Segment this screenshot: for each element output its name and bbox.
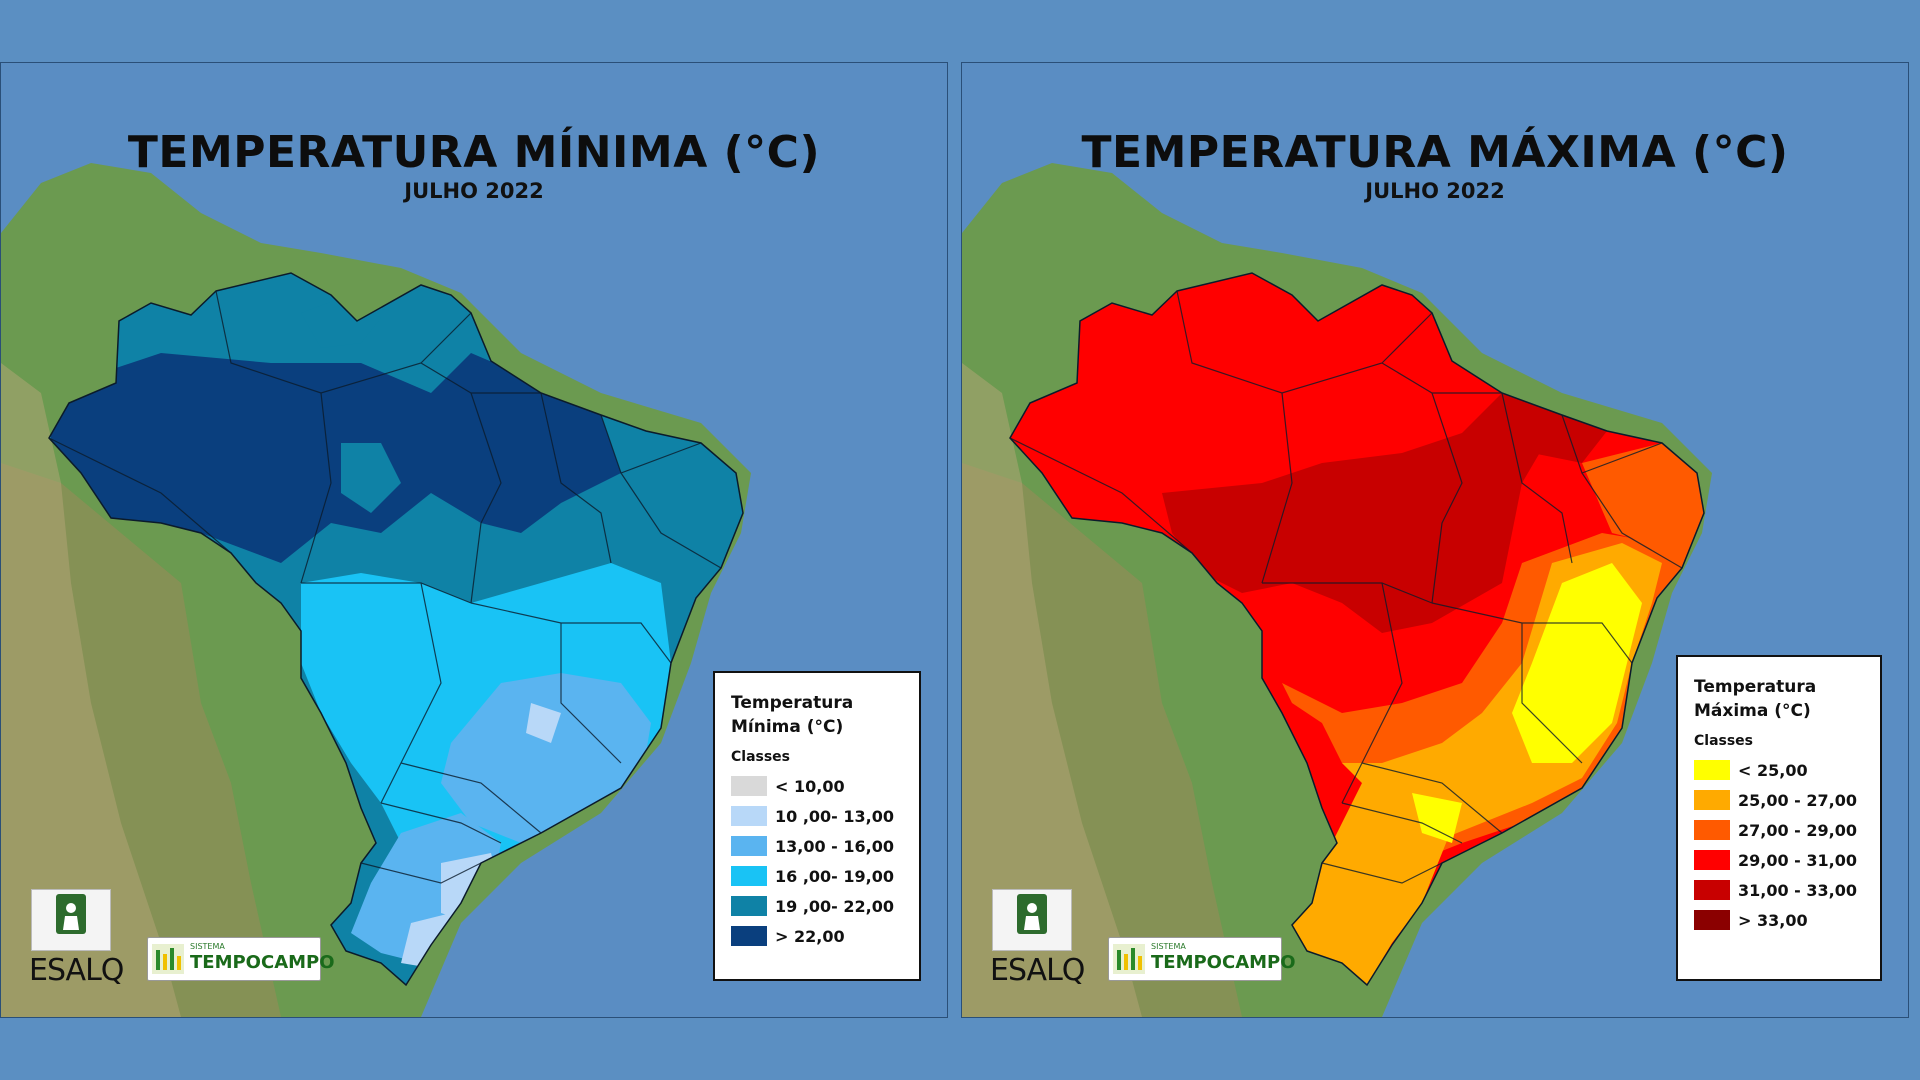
- tempocampo-logo: SISTEMA TEMPOCAMPO: [147, 937, 335, 981]
- tempocampo-icon: [1113, 944, 1145, 974]
- legend-swatch: [731, 806, 767, 826]
- legend-label: 19 ,00- 22,00: [775, 896, 894, 916]
- legend-title-line2: Mínima (°C): [731, 717, 844, 737]
- legend-swatch: [731, 896, 767, 916]
- legend-title-line1: Temperatura: [1694, 677, 1817, 697]
- legend-label: 10 ,00- 13,00: [775, 806, 894, 826]
- map-panel-maximum: TEMPERATURA MÁXIMA (°C) JULHO 2022 Tempe…: [961, 62, 1909, 1018]
- legend-label: 25,00 - 27,00: [1738, 790, 1857, 810]
- tempocampo-icon: [152, 944, 184, 974]
- legend-title: Temperatura Mínima (°C): [731, 691, 903, 739]
- legend-label: 29,00 - 31,00: [1738, 850, 1857, 870]
- legend-label: > 33,00: [1738, 910, 1808, 930]
- legend-label: < 10,00: [775, 776, 845, 796]
- legend-label: < 25,00: [1738, 760, 1808, 780]
- legend-swatch: [1694, 910, 1730, 930]
- legend-swatch: [1694, 790, 1730, 810]
- shield-icon: [31, 889, 111, 951]
- legend-item: > 22,00: [731, 921, 903, 951]
- legend-item: < 25,00: [1694, 755, 1864, 785]
- legend-item: < 10,00: [731, 771, 903, 801]
- legend-swatch: [731, 776, 767, 796]
- tempocampo-big-text: TEMPOCAMPO: [190, 952, 335, 973]
- esalq-logo: ESALQ: [990, 889, 1085, 993]
- map-subtitle: JULHO 2022: [404, 179, 544, 203]
- legend-item: 10 ,00- 13,00: [731, 801, 903, 831]
- legend-swatch: [1694, 820, 1730, 840]
- legend-item: > 33,00: [1694, 905, 1864, 935]
- map-subtitle: JULHO 2022: [1365, 179, 1505, 203]
- legend-title-line2: Máxima (°C): [1694, 701, 1811, 721]
- legend-swatch: [1694, 760, 1730, 780]
- legend-classes-label: Classes: [731, 749, 791, 765]
- legend-label: 31,00 - 33,00: [1738, 880, 1857, 900]
- tempocampo-big-text: TEMPOCAMPO: [1151, 952, 1296, 973]
- map-title: TEMPERATURA MÁXIMA (°C): [1081, 127, 1789, 178]
- maximum-temperature-map: [962, 163, 1712, 1017]
- map-title: TEMPERATURA MÍNIMA (°C): [127, 127, 821, 178]
- esalq-text: ESALQ: [29, 953, 124, 988]
- legend-label: 27,00 - 29,00: [1738, 820, 1857, 840]
- legend-title-line1: Temperatura: [731, 693, 854, 713]
- legend-item: 31,00 - 33,00: [1694, 875, 1864, 905]
- legend-label: 16 ,00- 19,00: [775, 866, 894, 886]
- legend-label: 13,00 - 16,00: [775, 836, 894, 856]
- legend-classes-label: Classes: [1694, 733, 1754, 749]
- legend-swatch: [1694, 880, 1730, 900]
- legend-item: 13,00 - 16,00: [731, 831, 903, 861]
- legend: Temperatura Máxima (°C) Classes < 25,00 …: [1676, 655, 1882, 981]
- legend-item: 25,00 - 27,00: [1694, 785, 1864, 815]
- legend-label: > 22,00: [775, 926, 845, 946]
- minimum-temperature-map: [1, 163, 751, 1017]
- tempocampo-small-text: SISTEMA: [1151, 942, 1186, 951]
- legend-swatch: [1694, 850, 1730, 870]
- legend-swatch: [731, 866, 767, 886]
- legend-swatch: [731, 926, 767, 946]
- esalq-text: ESALQ: [990, 953, 1085, 988]
- legend-swatch: [731, 836, 767, 856]
- map-panel-minimum: TEMPERATURA MÍNIMA (°C) JULHO 2022 Tempe…: [0, 62, 948, 1018]
- legend-item: 16 ,00- 19,00: [731, 861, 903, 891]
- tempocampo-logo: SISTEMA TEMPOCAMPO: [1108, 937, 1296, 981]
- legend-item: 27,00 - 29,00: [1694, 815, 1864, 845]
- esalq-logo: ESALQ: [29, 889, 124, 993]
- legend-title: Temperatura Máxima (°C): [1694, 675, 1864, 723]
- legend-item: 19 ,00- 22,00: [731, 891, 903, 921]
- legend: Temperatura Mínima (°C) Classes < 10,00 …: [713, 671, 921, 981]
- legend-item: 29,00 - 31,00: [1694, 845, 1864, 875]
- tempocampo-small-text: SISTEMA: [190, 942, 225, 951]
- shield-icon: [992, 889, 1072, 951]
